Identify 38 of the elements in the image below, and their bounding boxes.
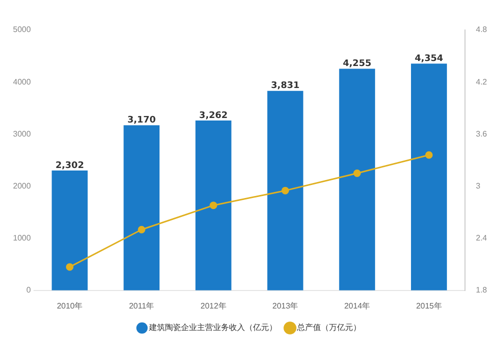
y-tick-label: 4000 <box>13 77 32 86</box>
point <box>138 226 146 234</box>
legend-label: 建筑陶瓷企业主营业务收入（亿元） <box>148 323 277 332</box>
y-tick-label: 3000 <box>13 129 32 138</box>
x-tick-label: 2010年 <box>56 301 83 310</box>
y2-tick-label: 3 <box>476 181 481 190</box>
point <box>66 263 74 271</box>
x-tick-label: 2012年 <box>200 301 226 310</box>
bar <box>195 120 232 290</box>
x-tick-label: 2014年 <box>344 301 370 310</box>
bar <box>339 68 376 290</box>
x-tick-label: 2013年 <box>272 301 298 310</box>
point <box>282 186 290 194</box>
data-label: 4,255 <box>342 59 372 70</box>
data-label: 3,831 <box>271 81 300 92</box>
y-tick-label: 5000 <box>13 25 32 34</box>
y-tick-label: 0 <box>26 286 32 295</box>
point <box>425 151 433 159</box>
y2-tick-label: 1.8 <box>476 286 488 295</box>
y2-tick-label: 4.2 <box>476 77 488 86</box>
y-tick-label: 2000 <box>13 181 32 190</box>
point <box>210 202 218 210</box>
bar <box>124 125 160 290</box>
data-label: 3,170 <box>127 116 156 126</box>
bar <box>52 170 88 290</box>
y2-tick-label: 3.6 <box>476 129 488 138</box>
y-tick-label: 1000 <box>13 234 32 243</box>
legend-label: 总产值（万亿元） <box>296 323 361 332</box>
bar <box>267 90 304 290</box>
data-label: 4,354 <box>414 54 444 64</box>
y2-tick-label: 4.8 <box>476 25 488 34</box>
x-tick-label: 2015年 <box>416 301 442 310</box>
bar <box>410 64 447 290</box>
point <box>353 169 361 177</box>
data-label: 3,262 <box>199 110 228 121</box>
x-tick-label: 2011年 <box>128 301 154 310</box>
y2-tick-label: 2.4 <box>476 234 488 243</box>
data-label: 2,302 <box>55 160 84 171</box>
